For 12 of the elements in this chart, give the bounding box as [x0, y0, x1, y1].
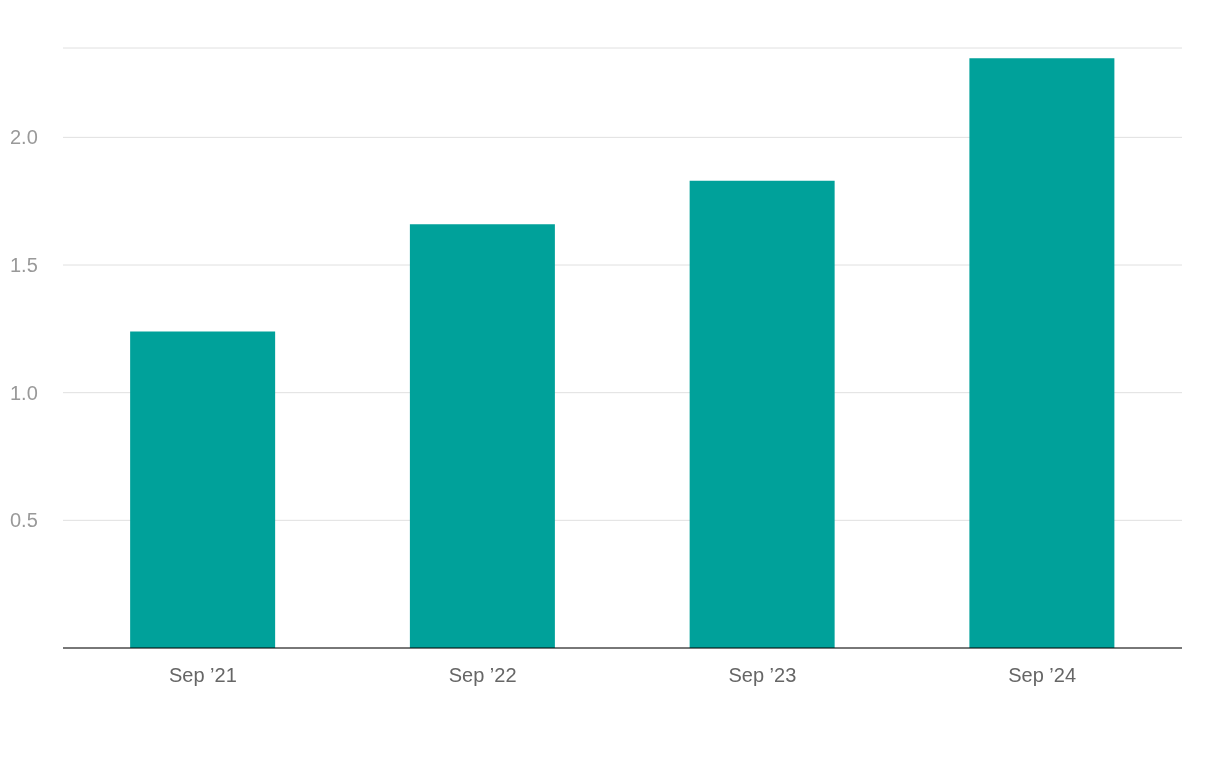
bar	[130, 331, 276, 648]
y-tick-label: 0.5	[10, 509, 38, 532]
bar	[969, 58, 1115, 648]
x-tick-label: Sep ’21	[168, 664, 237, 687]
bar	[409, 224, 555, 648]
y-tick-label: 2.0	[10, 126, 38, 149]
x-tick-label: Sep ’23	[728, 664, 797, 687]
x-tick-label: Sep ’22	[448, 664, 517, 687]
y-tick-label: 1.0	[10, 381, 38, 404]
bar	[689, 180, 835, 648]
y-tick-label: 1.5	[10, 254, 38, 277]
x-tick-label: Sep ’24	[1008, 664, 1077, 687]
